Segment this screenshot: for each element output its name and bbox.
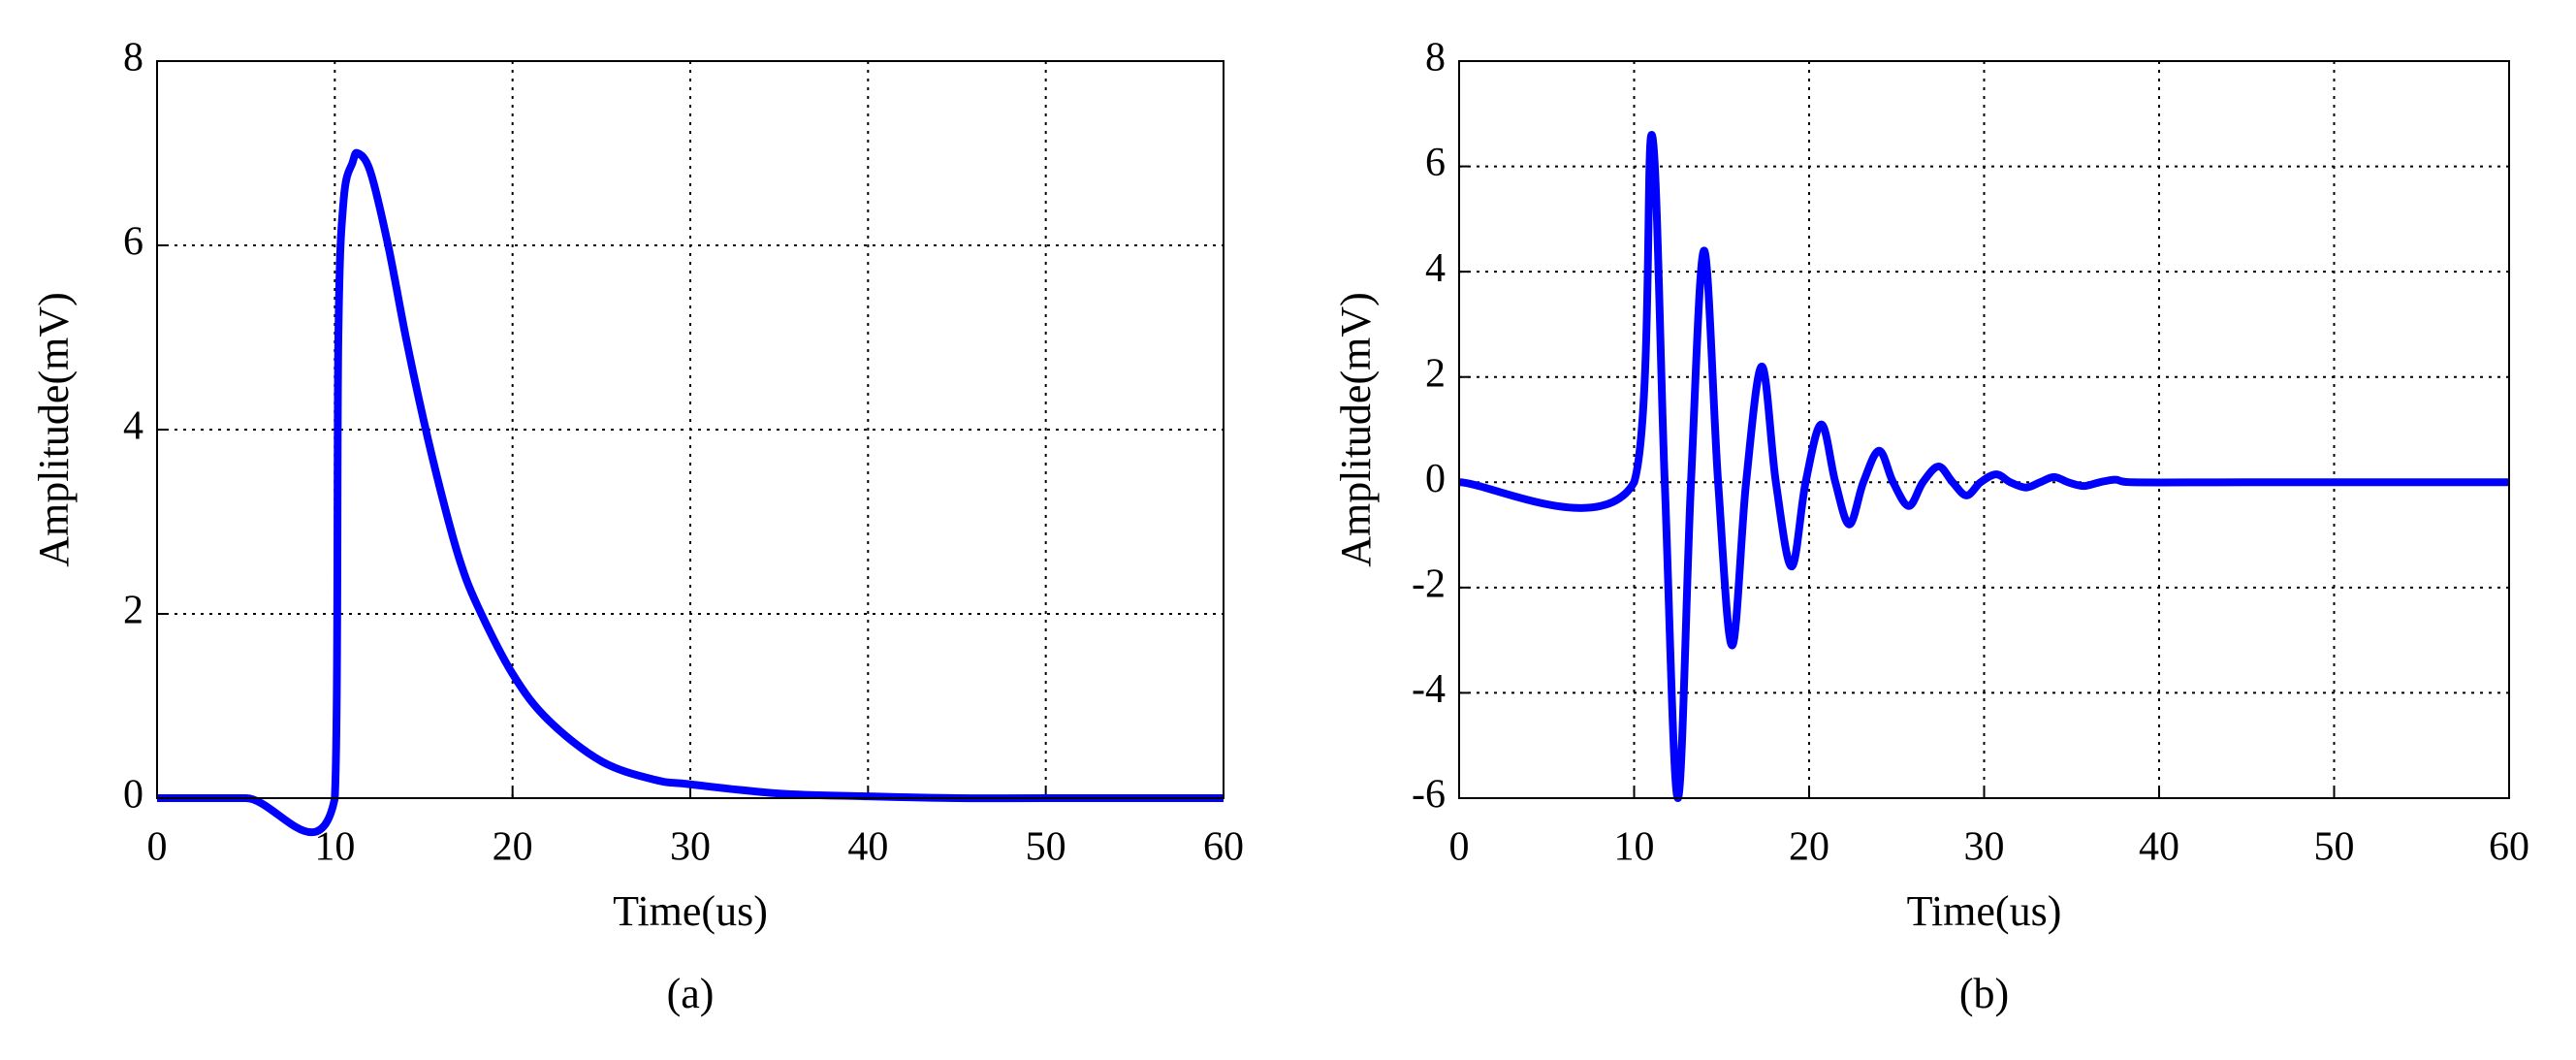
- y-tick-label: -2: [1412, 562, 1446, 606]
- x-tick-label: 50: [1026, 825, 1066, 870]
- y-tick-label: -6: [1412, 773, 1446, 818]
- x-tick-label: 20: [1789, 825, 1829, 870]
- y-tick-label: 8: [123, 36, 143, 80]
- caption: (b): [1959, 970, 2009, 1017]
- y-axis-label: Amplitude(mV): [1332, 292, 1380, 567]
- x-tick-label: 60: [2489, 825, 2529, 870]
- y-tick-label: 6: [1425, 141, 1446, 185]
- x-tick-label: 30: [1964, 825, 2005, 870]
- x-tick-label: 40: [847, 825, 888, 870]
- y-tick-label: -4: [1412, 667, 1446, 712]
- plot-frame: [156, 60, 1224, 799]
- y-tick-label: 0: [123, 773, 143, 818]
- y-tick-label: 4: [123, 404, 143, 449]
- data-line: [156, 148, 1224, 837]
- caption: (a): [667, 970, 715, 1017]
- x-tick-label: 60: [1203, 825, 1244, 870]
- data-line: [1458, 131, 2509, 802]
- x-axis-label: Time(us): [613, 887, 768, 935]
- x-tick-label: 20: [493, 825, 533, 870]
- y-tick-label: 4: [1425, 246, 1446, 291]
- x-tick-label: 0: [147, 825, 168, 870]
- y-tick-label: 6: [123, 220, 143, 265]
- x-tick-label: 10: [1614, 825, 1655, 870]
- x-tick-label: 40: [2139, 825, 2179, 870]
- y-tick-label: 2: [123, 589, 143, 633]
- x-axis-label: Time(us): [1907, 887, 2062, 935]
- y-axis-label: Amplitude(mV): [30, 292, 78, 567]
- plot-frame: [1458, 60, 2510, 799]
- y-tick-label: 2: [1425, 351, 1446, 396]
- x-tick-label: 50: [2314, 825, 2355, 870]
- y-tick-label: 0: [1425, 457, 1446, 501]
- x-tick-label: 0: [1449, 825, 1470, 870]
- x-tick-label: 30: [670, 825, 711, 870]
- y-tick-label: 8: [1425, 36, 1446, 80]
